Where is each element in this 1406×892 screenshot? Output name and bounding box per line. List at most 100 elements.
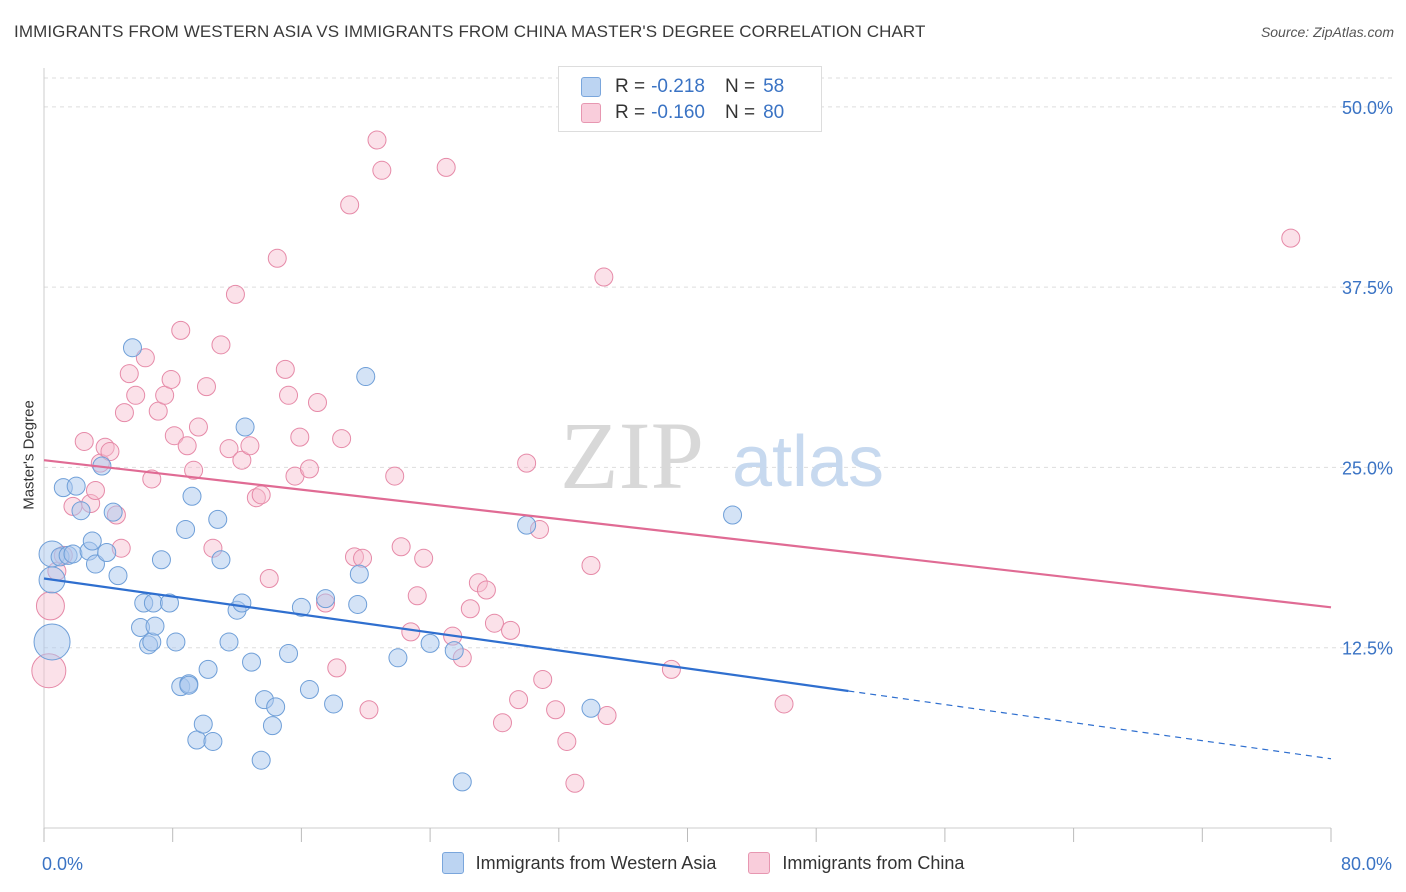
china-point: [135, 348, 155, 368]
china-point: [359, 700, 379, 720]
western-asia-point: [97, 543, 117, 563]
x-tick-label-min: 0.0%: [42, 854, 83, 874]
western-asia-point: [251, 750, 271, 770]
western-asia-point: [179, 675, 199, 695]
western-asia-point: [142, 632, 162, 652]
china-point: [126, 385, 146, 405]
correlation-legend: R = -0.218 N = 58 R = -0.160 N = 80: [558, 66, 822, 132]
y-tick-label: 12.5%: [1342, 639, 1393, 659]
western-asia-point: [444, 641, 464, 661]
china-point: [267, 248, 287, 268]
axes: [43, 68, 1332, 842]
western-asia-point: [262, 716, 282, 736]
western-asia-point: [291, 597, 311, 617]
western-asia-point: [193, 714, 213, 734]
western-asia-point: [66, 476, 86, 496]
western-asia-point: [235, 417, 255, 437]
western-asia-point: [452, 772, 472, 792]
china-point: [196, 377, 216, 397]
legend-label-western-asia: Immigrants from Western Asia: [475, 852, 717, 873]
source-label: Source: ZipAtlas.com: [1260, 24, 1394, 40]
china-point: [407, 586, 427, 606]
legend-swatch-blue-icon: [441, 852, 464, 874]
western-asia-point: [182, 486, 202, 506]
western-asia-point: [219, 632, 239, 652]
western-asia-point: [166, 632, 186, 652]
china-point: [184, 460, 204, 480]
china-point: [161, 369, 181, 389]
western-asia-point: [356, 367, 376, 387]
western-asia-point: [388, 648, 408, 668]
china-point: [290, 427, 310, 447]
western-asia-point: [122, 338, 142, 358]
china-point: [367, 130, 387, 150]
western-asia-point: [63, 544, 83, 564]
china-point: [251, 485, 271, 505]
china-point: [391, 537, 411, 557]
china-point: [661, 659, 681, 679]
western-asia-point: [723, 505, 743, 525]
series-western-asia-points: [33, 338, 743, 792]
legend-item-china[interactable]: Immigrants from China: [748, 852, 964, 874]
china-point: [148, 401, 168, 421]
china-point: [219, 439, 239, 459]
china-point: [372, 160, 392, 180]
western-asia-point: [143, 593, 163, 613]
legend-label-china: Immigrants from China: [782, 852, 965, 873]
y-axis-title: Master's Degree: [20, 400, 38, 510]
china-point: [142, 469, 162, 489]
china-point: [299, 459, 319, 479]
western-asia-point: [187, 730, 207, 750]
china-point: [164, 426, 184, 446]
western-asia-point: [279, 643, 299, 663]
legend-row-china: R = -0.160 N = 80: [581, 101, 784, 125]
n-label: N =: [724, 102, 756, 123]
china-point: [240, 436, 260, 456]
grid-lines: [44, 77, 1392, 649]
watermark-zip: ZIP: [560, 402, 704, 509]
western-asia-point: [517, 515, 537, 535]
china-point: [594, 267, 614, 287]
western-asia-point: [420, 633, 440, 653]
trend-lines: [43, 459, 1332, 760]
china-point: [119, 364, 139, 384]
western-asia-point: [145, 616, 165, 636]
legend-swatch-pink-icon: [748, 852, 771, 874]
china-point: [177, 436, 197, 456]
china-point: [509, 690, 529, 710]
western-asia-point: [82, 531, 102, 551]
china-point: [436, 157, 456, 177]
china-point: [279, 385, 299, 405]
western-asia-point: [151, 550, 171, 570]
n-label: N =: [724, 76, 756, 97]
swatch-blue-icon: [581, 77, 601, 97]
china-point: [385, 466, 405, 486]
series-china-points: [31, 130, 1301, 793]
china-point: [259, 568, 279, 588]
western-asia-trend-line: [43, 577, 849, 693]
western-asia-point: [348, 594, 368, 614]
china-point: [340, 195, 360, 215]
china-point: [344, 547, 364, 567]
china-point: [327, 658, 347, 678]
china-point: [74, 431, 94, 451]
china-point: [597, 706, 617, 725]
western-asia-point: [85, 554, 105, 574]
western-asia-point: [316, 589, 336, 609]
western-asia-point: [208, 509, 228, 529]
x-tick-label-max: 80.0%: [1341, 854, 1392, 874]
r-value: -0.160: [651, 102, 705, 123]
china-point: [565, 773, 585, 793]
legend-item-western-asia[interactable]: Immigrants from Western Asia: [441, 852, 717, 874]
western-asia-trend-extension: [848, 690, 1332, 760]
western-asia-point: [299, 680, 319, 700]
watermark-atlas: atlas: [732, 422, 884, 502]
r-value: -0.218: [651, 76, 705, 97]
western-asia-point: [71, 501, 91, 521]
western-asia-point: [176, 519, 196, 539]
china-point: [275, 359, 295, 379]
china-point: [114, 403, 134, 423]
watermark: ZIP atlas: [560, 402, 884, 509]
china-point: [557, 731, 577, 751]
n-value: 80: [763, 102, 785, 123]
